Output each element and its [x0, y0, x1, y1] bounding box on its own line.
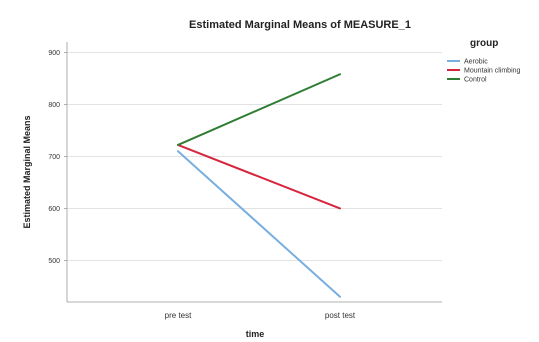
x-axis-title: time: [246, 329, 265, 339]
y-tick-label: 700: [48, 154, 60, 161]
gridlines: [67, 52, 442, 261]
y-axis-title: Estimated Marginal Means: [22, 115, 32, 228]
legend-title: group: [470, 38, 498, 49]
y-tick-label: 500: [48, 258, 60, 265]
legend-label: Mountain climbing: [464, 68, 521, 75]
y-tick-labels: 500 600 700 800 900: [48, 50, 67, 265]
legend-label: Control: [464, 77, 487, 84]
legend: group Aerobic Mountain climbing Control: [447, 38, 521, 84]
y-tick-label: 600: [48, 206, 60, 213]
y-tick-label: 900: [48, 50, 60, 57]
chart-title: Estimated Marginal Means of MEASURE_1: [189, 19, 411, 31]
y-tick-label: 800: [48, 102, 60, 109]
series-line-aerobic: [177, 150, 341, 298]
x-tick-label: post test: [325, 311, 356, 320]
legend-label: Aerobic: [464, 59, 488, 66]
series-lines: [177, 73, 341, 298]
x-tick-label: pre test: [165, 311, 192, 320]
series-line-control: [177, 73, 341, 146]
series-line-mountain-climbing: [177, 143, 341, 210]
x-tick-labels: pre test post test: [165, 311, 356, 320]
